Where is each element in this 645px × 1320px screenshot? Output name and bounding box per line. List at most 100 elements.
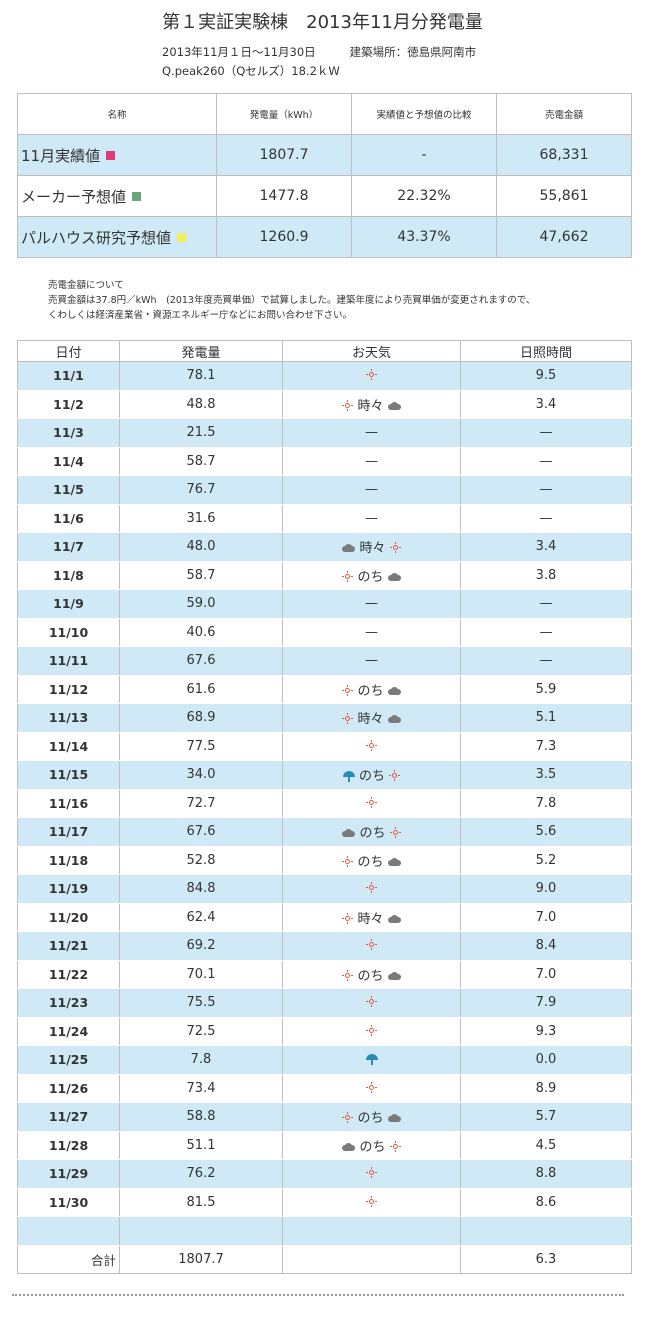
- header-name: 名称: [17, 93, 217, 135]
- weather-cell: —: [282, 503, 461, 533]
- table-row: 11/26 73.4 8.9: [17, 1073, 632, 1103]
- notes-text: くわしくは経済産業省・資源エネルギー庁などにお問い合わせ下さい。: [48, 310, 353, 321]
- cloud-icon: [342, 544, 356, 553]
- weather-cell: —: [282, 646, 461, 676]
- weather-cell: のち: [282, 959, 461, 989]
- weather-text: —: [365, 425, 378, 441]
- total-sunshine: 6.3: [460, 1244, 632, 1274]
- sunshine-cell: 3.5: [460, 760, 632, 790]
- weather-text: —: [365, 510, 378, 526]
- panel-info: Q.peak260（Qセルズ）18.2ｋW: [162, 64, 340, 78]
- sunshine-cell: 7.3: [460, 731, 632, 761]
- cloud-icon: [387, 1114, 401, 1123]
- date-cell: 11/11: [17, 646, 120, 676]
- weather-cell: —: [282, 446, 461, 476]
- summary-name-cell: メーカー予想値: [17, 175, 217, 217]
- sun-icon: [389, 770, 400, 782]
- sunshine-cell: 8.8: [460, 1159, 632, 1189]
- kwh-cell: 21.5: [119, 418, 283, 448]
- umbrella-icon: [365, 1053, 378, 1066]
- table-row: 11/14 77.5 7.3: [17, 731, 632, 761]
- table-row: 11/11 67.6 — —: [17, 646, 632, 676]
- cloud-icon: [387, 572, 401, 581]
- sun-icon: [366, 1024, 377, 1036]
- kwh-cell: 34.0: [119, 760, 283, 790]
- summary-name: 11月実績値: [21, 146, 101, 165]
- sunshine-cell: 3.8: [460, 560, 632, 590]
- weather-cell: のち: [282, 674, 461, 704]
- kwh-cell: 75.5: [119, 988, 283, 1018]
- sunshine-cell: 7.0: [460, 959, 632, 989]
- total-label: 合計: [17, 1244, 120, 1274]
- period-line: 2013年11月１日～11月30日 建築場所：徳島県阿南市: [162, 44, 476, 60]
- weather-cell: —: [282, 418, 461, 448]
- summary-compare: 43.37%: [351, 216, 497, 258]
- sunshine-cell: —: [460, 589, 632, 619]
- cloud-icon: [387, 971, 401, 980]
- header-sunshine: 日照時間: [460, 340, 632, 362]
- sunshine-cell: —: [460, 503, 632, 533]
- sun-icon: [366, 1195, 377, 1207]
- weather-cell: のち: [282, 1130, 461, 1160]
- table-row: 11/5 76.7 — —: [17, 475, 632, 505]
- summary-table: 名称 発電量（kWh） 実績値と予想値の比較 売電金額 11月実績値 1807.…: [17, 93, 632, 258]
- table-row: 11/27 58.8 のち 5.7: [17, 1102, 632, 1132]
- table-row: 11/30 81.5 8.6: [17, 1187, 632, 1217]
- summary-amount: 47,662: [496, 216, 632, 258]
- sunshine-cell: 5.9: [460, 674, 632, 704]
- kwh-cell: 77.5: [119, 731, 283, 761]
- date-cell: 11/16: [17, 788, 120, 818]
- summary-header-row: 名称 発電量（kWh） 実績値と予想値の比較 売電金額: [17, 93, 632, 135]
- legend-swatch-green: [132, 191, 142, 201]
- kwh-cell: 7.8: [119, 1045, 283, 1075]
- weather-cell: [282, 361, 461, 391]
- kwh-cell: 52.8: [119, 845, 283, 875]
- sunshine-cell: 5.1: [460, 703, 632, 733]
- table-row: 11/2 48.8 時々 3.4: [17, 389, 632, 419]
- date-cell: 11/17: [17, 817, 120, 847]
- kwh-cell: 84.8: [119, 874, 283, 904]
- sunshine-cell: —: [460, 646, 632, 676]
- weather-cell: —: [282, 589, 461, 619]
- sun-icon: [389, 1140, 401, 1152]
- table-row: 11/21 69.2 8.4: [17, 931, 632, 961]
- date-cell: 11/12: [17, 674, 120, 704]
- sun-icon: [366, 996, 377, 1008]
- sunshine-cell: —: [460, 475, 632, 505]
- table-row: 11/20 62.4 時々 7.0: [17, 902, 632, 932]
- sunshine-cell: —: [460, 446, 632, 476]
- weather-text: 時々: [357, 712, 384, 728]
- weather-text: のち: [358, 769, 385, 785]
- summary-amount: 68,331: [496, 134, 632, 176]
- weather-text: のち: [359, 826, 386, 842]
- sun-icon: [342, 684, 354, 696]
- sunshine-cell: —: [460, 617, 632, 647]
- sunshine-cell: 9.5: [460, 361, 632, 391]
- weather-cell: 時々: [282, 389, 461, 419]
- table-row: 11/18 52.8 のち 5.2: [17, 845, 632, 875]
- total-row: 合計 1807.7 6.3: [17, 1244, 632, 1274]
- sunshine-cell: 9.0: [460, 874, 632, 904]
- weather-cell: のち: [282, 1102, 461, 1132]
- summary-name-cell: 11月実績値: [17, 134, 217, 176]
- weather-cell: 時々: [282, 532, 461, 562]
- weather-cell: [282, 1187, 461, 1217]
- weather-cell: [282, 1016, 461, 1046]
- summary-row: パルハウス研究予想値 1260.9 43.37% 47,662: [17, 216, 632, 258]
- sun-icon: [366, 1167, 377, 1179]
- summary-kwh: 1477.8: [216, 175, 352, 217]
- weather-cell: 時々: [282, 703, 461, 733]
- blank-cell: [17, 1216, 120, 1246]
- date-cell: 11/20: [17, 902, 120, 932]
- cloud-icon: [342, 1142, 356, 1151]
- weather-cell: のち: [282, 760, 461, 790]
- total-weather: [282, 1244, 461, 1274]
- date-cell: 11/14: [17, 731, 120, 761]
- location-text: 建築場所：徳島県阿南市: [349, 45, 477, 59]
- weather-cell: [282, 1073, 461, 1103]
- summary-kwh: 1260.9: [216, 216, 352, 258]
- sun-icon: [342, 399, 354, 411]
- cloud-icon: [387, 715, 401, 724]
- date-cell: 11/13: [17, 703, 120, 733]
- sun-icon: [366, 882, 377, 894]
